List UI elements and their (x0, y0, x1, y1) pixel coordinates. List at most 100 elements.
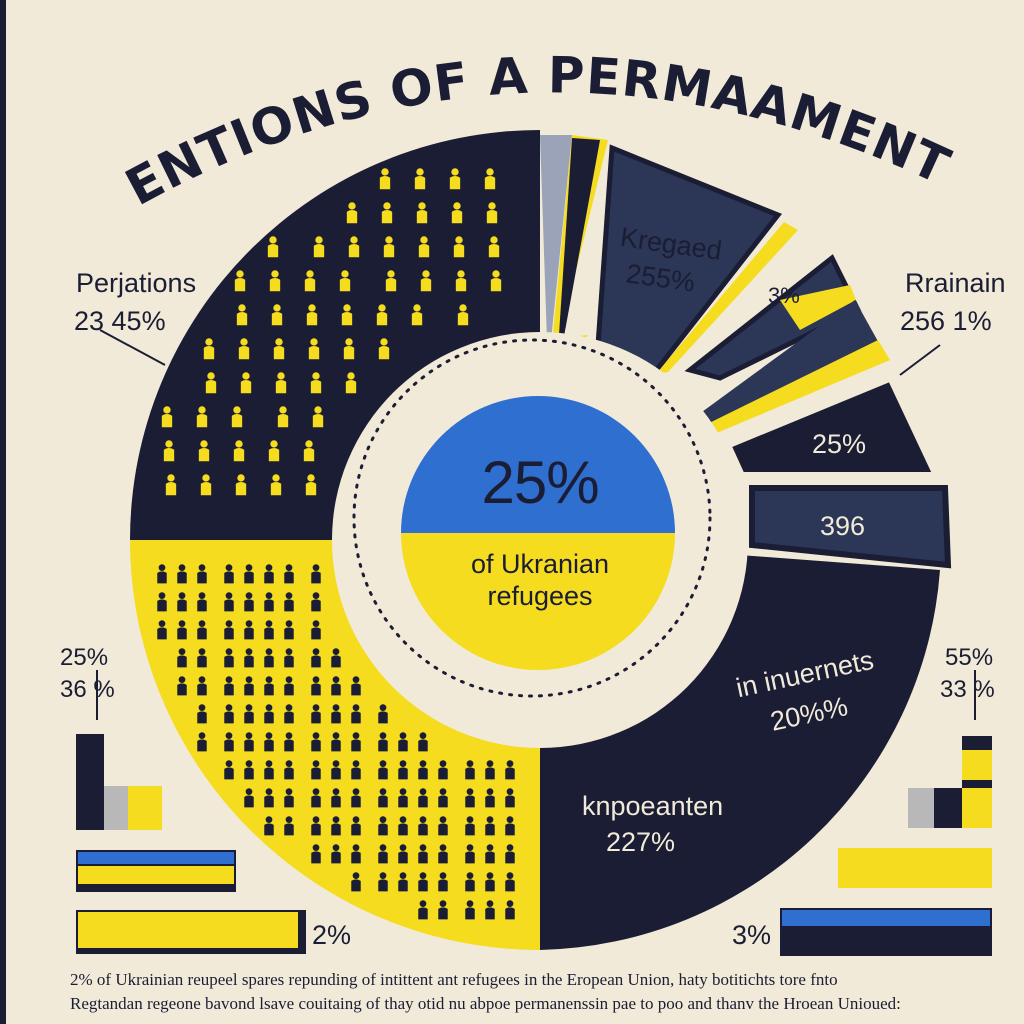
spike-grey (540, 135, 572, 370)
people-figures-top (161, 168, 502, 496)
person-icon (484, 168, 496, 190)
person-icon (264, 648, 274, 668)
person-icon (163, 440, 175, 462)
person-icon (383, 236, 395, 258)
person-icon (157, 564, 167, 584)
person-icon (264, 620, 274, 640)
person-icon (284, 788, 294, 808)
person-icon (418, 844, 428, 864)
person-icon (196, 406, 208, 428)
person-icon (345, 372, 357, 394)
person-icon (438, 816, 448, 836)
person-icon (438, 844, 448, 864)
person-icon (331, 844, 341, 864)
person-icon (385, 270, 397, 292)
person-icon (505, 844, 515, 864)
spike-navy (556, 138, 600, 380)
person-icon (284, 592, 294, 612)
callout-right-mid-2: 33 % (940, 676, 995, 703)
person-icon (269, 270, 281, 292)
person-icon (165, 474, 177, 496)
right-wide-yellow (838, 848, 992, 888)
person-icon (331, 788, 341, 808)
person-icon (485, 872, 495, 892)
person-icon (311, 760, 321, 780)
person-icon (378, 760, 388, 780)
person-icon (197, 704, 207, 724)
person-icon (438, 900, 448, 920)
person-icon (381, 202, 393, 224)
person-icon (505, 760, 515, 780)
person-icon (378, 844, 388, 864)
left-flag-blue (78, 852, 234, 864)
person-icon (234, 270, 246, 292)
person-icon (465, 760, 475, 780)
callout-left-top-name: Perjations (76, 268, 197, 298)
person-icon (244, 564, 254, 584)
slice-three-accent (695, 340, 890, 440)
person-icon (453, 236, 465, 258)
person-icon (398, 788, 408, 808)
callout-left-top-value: 23 45% (74, 306, 166, 336)
person-icon (224, 592, 234, 612)
person-icon (418, 872, 428, 892)
person-icon (505, 872, 515, 892)
person-icon (205, 372, 217, 394)
center-label: of Ukranian refugees (420, 548, 660, 612)
person-icon (264, 592, 274, 612)
person-icon (197, 648, 207, 668)
person-icon (398, 872, 408, 892)
person-icon (465, 788, 475, 808)
person-icon (311, 704, 321, 724)
person-icon (244, 732, 254, 752)
person-icon (284, 620, 294, 640)
person-icon (310, 372, 322, 394)
person-icon (331, 648, 341, 668)
person-icon (451, 202, 463, 224)
callout-right-mid-1: 55% (945, 644, 994, 671)
person-icon (485, 900, 495, 920)
person-icon (224, 676, 234, 696)
person-icon (486, 202, 498, 224)
wedge-six-value: 227% (606, 827, 676, 857)
person-icon (161, 406, 173, 428)
person-icon (465, 872, 475, 892)
center-label-line1: of Ukranian (470, 549, 610, 579)
person-icon (157, 592, 167, 612)
bar-right-label: 3% (732, 920, 772, 950)
person-icon (177, 620, 187, 640)
center-label-line2: refugees (487, 581, 593, 611)
person-icon (311, 844, 321, 864)
footnote: 2% of Ukrainian reupeel spares repunding… (70, 968, 1010, 1016)
people-figures-bottom (157, 564, 515, 920)
person-icon (233, 440, 245, 462)
person-icon (438, 760, 448, 780)
person-icon (331, 816, 341, 836)
person-icon (331, 676, 341, 696)
person-icon (244, 704, 254, 724)
person-icon (488, 236, 500, 258)
person-icon (418, 760, 428, 780)
person-icon (438, 788, 448, 808)
person-icon (311, 648, 321, 668)
person-icon (224, 648, 234, 668)
person-icon (311, 816, 321, 836)
slice-two-accent (780, 285, 856, 330)
person-icon (277, 406, 289, 428)
person-icon (455, 270, 467, 292)
person-icon (378, 816, 388, 836)
left-bar-navy (76, 734, 104, 830)
person-icon (490, 270, 502, 292)
person-icon (351, 872, 361, 892)
person-icon (244, 648, 254, 668)
person-icon (378, 872, 388, 892)
left-bar-yellow (128, 786, 162, 830)
person-icon (224, 620, 234, 640)
person-icon (264, 564, 274, 584)
person-icon (264, 676, 274, 696)
person-icon (398, 816, 408, 836)
person-icon (244, 788, 254, 808)
person-icon (331, 760, 341, 780)
person-icon (304, 270, 316, 292)
person-icon (418, 900, 428, 920)
